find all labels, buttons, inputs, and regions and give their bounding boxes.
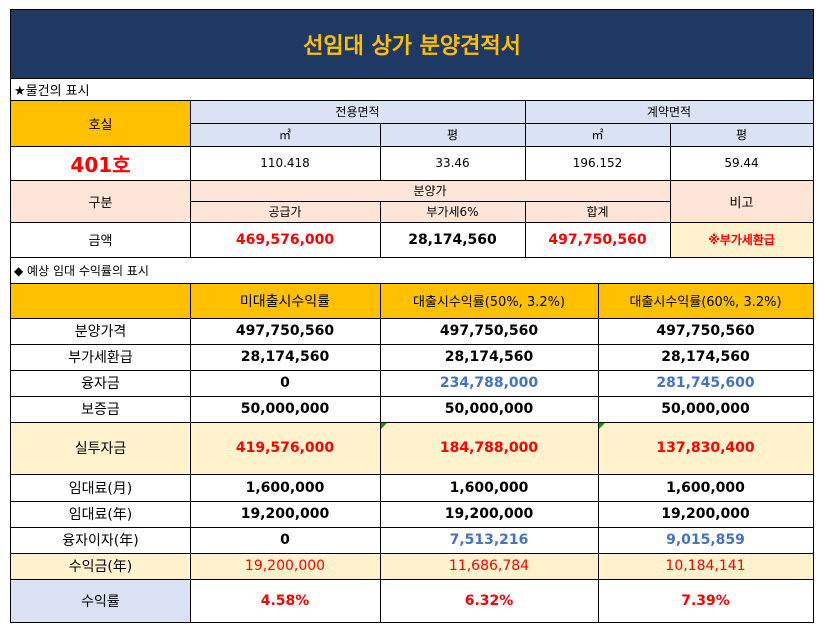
note-header: 비고 bbox=[670, 180, 813, 222]
row-label-monthly-rent: 임대료(月) bbox=[68, 480, 133, 497]
row-label-annual-profit: 수익금(年) bbox=[11, 553, 190, 579]
vat-refund-loan-50: 28,174,560 bbox=[444, 349, 534, 365]
exclusive-sqm-unit: ㎡ bbox=[190, 123, 380, 146]
contract-pyeong-value: 59.44 bbox=[724, 156, 759, 170]
annual-profit-loan-50: 11,686,784 bbox=[380, 553, 598, 579]
row-label-vat-refund: 부가세환급 bbox=[68, 350, 133, 366]
column-loan-60: 대출시수익률(60%, 3.2%) bbox=[598, 283, 813, 318]
loan-loan-60: 281,745,600 bbox=[656, 375, 755, 391]
annual-rent-no-loan: 19,200,000 bbox=[240, 506, 330, 522]
yield-loan-60: 7.39% bbox=[681, 592, 730, 609]
column-no-loan: 미대출시수익률 bbox=[190, 283, 380, 318]
monthly-rent-loan-60: 1,600,000 bbox=[666, 479, 745, 496]
formula-marker bbox=[381, 423, 387, 429]
sale-price-no-loan: 497,750,560 bbox=[235, 323, 335, 339]
row-label-deposit: 보증금 bbox=[81, 402, 120, 418]
contract-pyeong-unit: 평 bbox=[670, 123, 813, 146]
vat-value: 28,174,560 bbox=[408, 231, 497, 248]
sale-price-loan-50: 497,750,560 bbox=[439, 323, 539, 339]
annual-rent-loan-60: 19,200,000 bbox=[661, 506, 750, 522]
column-loan-50: 대출시수익률(50%, 3.2%) bbox=[380, 283, 598, 318]
row-label-loan-interest: 융자이자(年) bbox=[62, 533, 139, 549]
vat-header: 부가세6% bbox=[380, 201, 525, 222]
loan-no-loan: 0 bbox=[280, 375, 290, 391]
row-label-loan: 융자금 bbox=[81, 376, 120, 392]
supply-header: 공급가 bbox=[190, 201, 380, 222]
annual-profit-loan-60: 10,184,141 bbox=[598, 553, 813, 579]
sale-price-header: 분양가 bbox=[190, 180, 670, 201]
exclusive-pyeong-value: 33.46 bbox=[435, 156, 470, 170]
loan-loan-50: 234,788,000 bbox=[439, 375, 539, 391]
actual-investment-loan-60: 137,830,400 bbox=[598, 422, 813, 474]
vat-refund-loan-60: 28,174,560 bbox=[661, 349, 750, 365]
deposit-loan-60: 50,000,000 bbox=[661, 401, 750, 417]
category-header: 구분 bbox=[11, 180, 190, 222]
row-label-annual-rent: 임대료(年) bbox=[68, 507, 133, 523]
sale-price-loan-60: 497,750,560 bbox=[656, 323, 755, 339]
formula-marker bbox=[599, 423, 605, 429]
actual-investment-no-loan: 419,576,000 bbox=[190, 422, 380, 474]
contract-area-header: 계약면적 bbox=[525, 100, 813, 123]
deposit-no-loan: 50,000,000 bbox=[240, 401, 330, 417]
loan-interest-loan-50: 7,513,216 bbox=[449, 532, 529, 548]
section-yield-heading: ◆ 예상 임대 수익률의 표시 bbox=[14, 263, 149, 278]
monthly-rent-loan-50: 1,600,000 bbox=[449, 479, 529, 496]
loan-interest-loan-60: 9,015,859 bbox=[666, 532, 745, 548]
monthly-rent-no-loan: 1,600,000 bbox=[245, 479, 325, 496]
contract-sqm-unit: ㎡ bbox=[525, 123, 670, 146]
vat-refund-no-loan: 28,174,560 bbox=[240, 349, 330, 365]
annual-profit-no-loan: 19,200,000 bbox=[190, 553, 380, 579]
loan-interest-no-loan: 0 bbox=[280, 532, 290, 548]
actual-investment-loan-50: 184,788,000 bbox=[380, 422, 598, 474]
yield-header-corner bbox=[11, 283, 190, 318]
contract-sqm-value: 196.152 bbox=[572, 156, 623, 170]
exclusive-area-header: 전용면적 bbox=[190, 100, 525, 123]
section-property-heading: ★물건의 표시 bbox=[14, 83, 90, 99]
exclusive-pyeong-unit: 평 bbox=[380, 123, 525, 146]
total-header: 합계 bbox=[525, 201, 670, 222]
row-label-sale-price: 분양가격 bbox=[74, 324, 127, 340]
note-value: ※부가세환급 bbox=[670, 222, 813, 257]
sheet-title: 선임대 상가 분양견적서 bbox=[11, 10, 813, 78]
supply-value: 469,576,000 bbox=[235, 231, 335, 248]
deposit-loan-50: 50,000,000 bbox=[444, 401, 534, 417]
yield-loan-50: 6.32% bbox=[464, 592, 514, 609]
row-label-yield: 수익률 bbox=[11, 579, 190, 622]
hosil-header: 호실 bbox=[11, 100, 190, 146]
total-value: 497,750,560 bbox=[548, 231, 647, 248]
exclusive-sqm-value: 110.418 bbox=[260, 156, 310, 170]
unit-number: 401호 bbox=[70, 152, 131, 177]
row-label-actual-investment: 실투자금 bbox=[11, 422, 190, 474]
yield-no-loan: 4.58% bbox=[260, 592, 310, 609]
annual-rent-loan-50: 19,200,000 bbox=[444, 506, 534, 522]
amount-label: 금액 bbox=[88, 234, 113, 249]
